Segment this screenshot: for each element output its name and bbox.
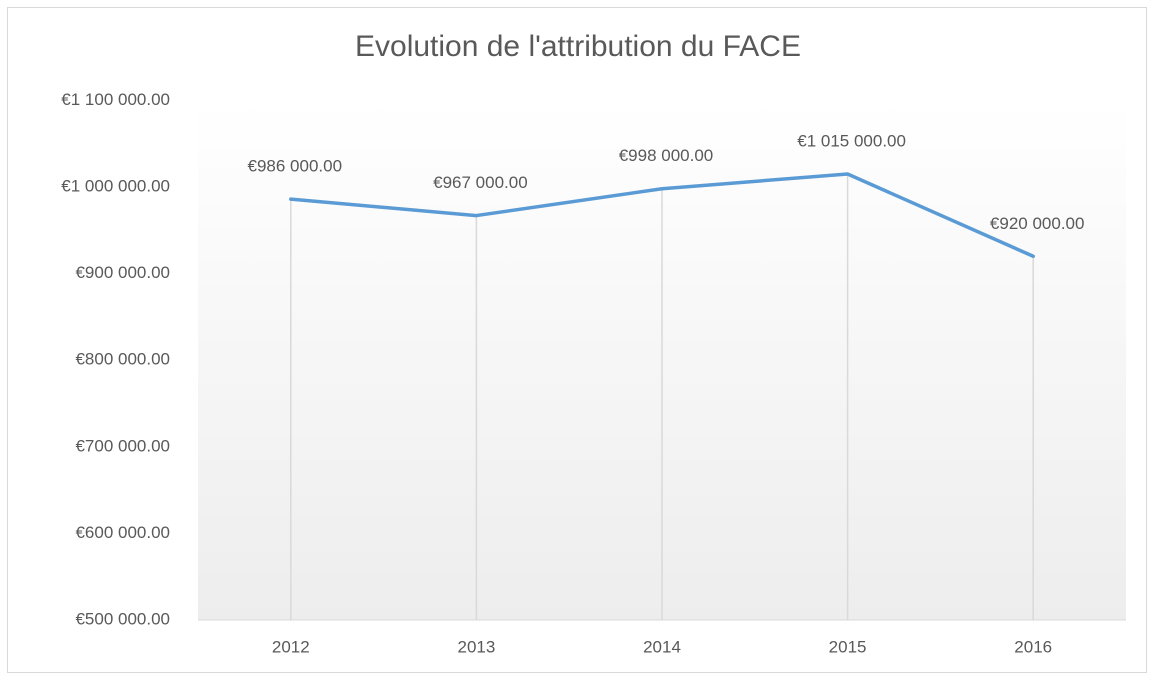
y-tick-label: €900 000.00 (75, 263, 170, 282)
x-tick-label: 2012 (272, 637, 310, 656)
x-tick-label: 2014 (643, 637, 681, 656)
data-label: €920 000.00 (990, 214, 1085, 233)
y-tick-label: €600 000.00 (75, 523, 170, 542)
y-tick-label: €700 000.00 (75, 436, 170, 455)
y-tick-label: €1 100 000.00 (61, 90, 170, 109)
chart-title: Evolution de l'attribution du FACE (355, 30, 801, 63)
y-tick-label: €800 000.00 (75, 350, 170, 369)
x-tick-label: 2015 (829, 637, 867, 656)
data-label: €986 000.00 (248, 157, 343, 176)
x-tick-label: 2016 (1014, 637, 1052, 656)
data-label: €998 000.00 (619, 146, 714, 165)
y-tick-label: €500 000.00 (75, 609, 170, 628)
data-label: €967 000.00 (433, 173, 528, 192)
line-series (289, 172, 1035, 259)
y-tick-label: €1 000 000.00 (61, 176, 170, 195)
x-tick-label: 2013 (457, 637, 495, 656)
data-label: €1 015 000.00 (797, 131, 906, 150)
